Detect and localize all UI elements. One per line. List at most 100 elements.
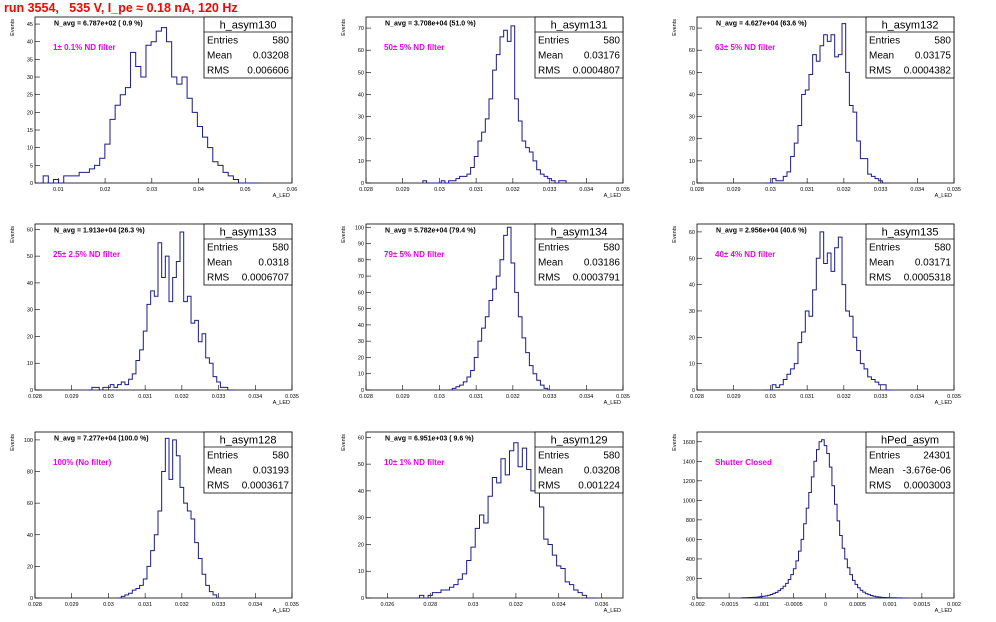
stats-value: 0.0005318 — [904, 273, 952, 284]
plot-frame — [696, 16, 955, 184]
y-tick-label: 0 — [361, 388, 364, 394]
y-tick-label: 20 — [689, 335, 695, 341]
histogram-line — [117, 437, 221, 599]
y-tick-label: 400 — [686, 557, 695, 563]
y-tick-label: 40 — [27, 40, 33, 46]
histogram-panel: 0.028 0.029 0.03 0.031 0.032 0.033 0.034 0.035 0… — [10, 223, 299, 406]
y-tick-label: 40 — [358, 489, 364, 495]
y-tick-label: 100 — [24, 438, 33, 444]
y-tick-label: 60 — [358, 435, 364, 441]
y-tick-label: 30 — [689, 115, 695, 121]
stats-value: 0.0004807 — [573, 66, 621, 77]
x-tick-label: 0.029 — [65, 394, 79, 400]
y-tick-label: 60 — [27, 501, 33, 507]
histogram-line — [764, 231, 894, 391]
filter-label: 40± 4% ND filter — [715, 250, 775, 259]
y-tick-label: 60 — [358, 290, 364, 296]
y-tick-label: 40 — [689, 92, 695, 98]
histogram-panel: 0.028 0.029 0.03 0.031 0.032 0.033 0.034 0.035 0… — [10, 431, 299, 614]
y-tick-label: 40 — [689, 283, 695, 289]
stats-value: 580 — [934, 243, 951, 254]
x-tick-label: 0.03 — [146, 187, 157, 193]
y-tick-label: 40 — [27, 533, 33, 539]
y-tick-label: 5 — [30, 163, 33, 169]
y-tick-label: 60 — [358, 48, 364, 54]
x-tick-label: 0.032 — [506, 394, 520, 400]
y-tick-label: 80 — [358, 258, 364, 264]
stats-box — [865, 431, 955, 494]
stats-value: 0.03176 — [584, 51, 621, 62]
stats-value: 0.006606 — [247, 66, 289, 77]
histogram-line — [38, 27, 260, 184]
x-tick-label: 0.034 — [910, 394, 924, 400]
histogram-line — [741, 439, 907, 599]
y-tick-label: 50 — [689, 256, 695, 262]
y-tick-label: 100 — [355, 225, 364, 231]
y-tick-label: 20 — [27, 334, 33, 340]
stats-label: Entries — [538, 451, 569, 462]
histogram-name: h_asym129 — [551, 435, 608, 447]
y-axis-label: Events — [672, 226, 678, 243]
stats-value: 0.0006707 — [242, 273, 290, 284]
x-tick-label: 0.033 — [543, 394, 557, 400]
x-tick-label: 0.02 — [100, 187, 111, 193]
x-tick-label: 0.035 — [947, 394, 961, 400]
y-tick-label: 1000 — [683, 498, 695, 504]
histogram-name: h_asym132 — [882, 20, 939, 32]
x-tick-label: 0.028 — [28, 394, 42, 400]
y-tick-label: 0 — [692, 388, 695, 394]
y-tick-label: 0 — [30, 596, 33, 602]
stats-box — [534, 16, 624, 79]
y-axis-label: Events — [10, 19, 16, 36]
stats-label: Mean — [869, 258, 894, 269]
filter-label: 10± 1% ND filter — [384, 458, 444, 467]
x-tick-label: 0.032 — [837, 187, 851, 193]
x-tick-label: 0.03 — [765, 394, 776, 400]
stats-box — [534, 431, 624, 494]
x-tick-label: 0.034 — [248, 394, 262, 400]
x-tick-label: 0.029 — [396, 187, 410, 193]
x-tick-label: 0.034 — [248, 602, 262, 608]
stats-value: 0.03171 — [915, 258, 952, 269]
x-tick-label: 0.034 — [552, 602, 566, 608]
x-tick-label: 0.035 — [285, 394, 299, 400]
y-tick-label: 0 — [30, 181, 33, 187]
plot-frame — [365, 431, 624, 599]
stats-label: Mean — [538, 258, 563, 269]
filter-label: 25± 2.5% ND filter — [53, 250, 120, 259]
histogram-line — [422, 25, 567, 184]
y-axis-label: Events — [672, 19, 678, 36]
x-tick-label: 0.028 — [690, 187, 704, 193]
x-tick-label: 0.0015 — [913, 602, 930, 608]
y-tick-label: 50 — [358, 462, 364, 468]
y-axis-label: Events — [10, 226, 16, 243]
y-tick-label: 35 — [27, 57, 33, 63]
y-tick-label: 0 — [361, 596, 364, 602]
y-axis-label: Events — [10, 434, 16, 451]
histogram-panel: 0.028 0.029 0.03 0.031 0.032 0.033 0.034 0.035 0… — [341, 223, 630, 406]
x-tick-label: 0.03 — [468, 602, 479, 608]
x-axis-label: A_LED — [604, 608, 621, 614]
stats-value: 0.0003791 — [573, 273, 621, 284]
x-tick-label: 0.032 — [175, 602, 189, 608]
x-tick-label: 0.029 — [396, 394, 410, 400]
y-tick-label: 800 — [686, 518, 695, 524]
stats-value: 0.03175 — [915, 51, 952, 62]
plot-frame — [696, 223, 955, 391]
stats-label: Entries — [869, 36, 900, 47]
y-tick-label: 70 — [358, 26, 364, 32]
y-tick-label: 40 — [358, 92, 364, 98]
stats-value: 0.03193 — [253, 466, 290, 477]
y-tick-label: 50 — [358, 307, 364, 313]
y-tick-label: 50 — [27, 254, 33, 260]
stats-box — [203, 16, 293, 79]
x-tick-label: 0.028 — [28, 602, 42, 608]
stats-label: Entries — [207, 451, 238, 462]
x-tick-label: 0.028 — [359, 187, 373, 193]
y-axis-label: Events — [341, 226, 347, 243]
stats-label: Entries — [538, 36, 569, 47]
stats-label: Entries — [207, 36, 238, 47]
x-tick-label: -0.002 — [689, 602, 705, 608]
navg-label: N_avg = 1.913e+04 (26.3 %) — [54, 228, 145, 235]
y-tick-label: 20 — [358, 542, 364, 548]
